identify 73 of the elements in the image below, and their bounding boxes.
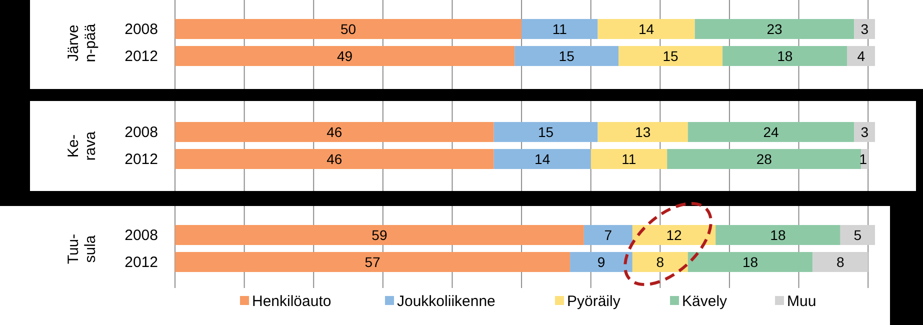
bar (688, 122, 854, 142)
data-label: 3 (860, 21, 869, 37)
y-axis-title: Ke- rava (65, 130, 99, 161)
bar (722, 46, 848, 66)
data-label: 59 (372, 227, 388, 243)
bar (175, 252, 570, 272)
data-label: 4 (857, 48, 866, 64)
data-label: 9 (597, 254, 606, 270)
data-label: 13 (635, 124, 651, 140)
legend-label: Joukkoliikenne (397, 293, 496, 310)
bar (175, 19, 522, 39)
legend-label: Henkilöauto (252, 293, 332, 310)
data-label: 18 (742, 254, 758, 270)
bar (618, 46, 723, 66)
data-label: 18 (777, 48, 793, 64)
bar (632, 225, 716, 245)
data-label: 11 (622, 151, 636, 167)
y-tick-label: 2012 (124, 254, 158, 271)
data-label: 8 (656, 254, 664, 270)
data-label: 14 (534, 151, 550, 167)
bar (632, 252, 688, 272)
legend-label: Pyöräily (567, 293, 621, 310)
y-axis-title: Tuu- sula (65, 234, 99, 264)
data-label: 24 (763, 124, 780, 140)
y-tick-label: 2008 (124, 21, 158, 38)
bar (840, 225, 875, 245)
data-label: 15 (538, 124, 554, 140)
legend-label: Kävely (682, 293, 728, 310)
data-label: 11 (552, 21, 568, 37)
y-axis-title: Järve n-pää (65, 23, 99, 62)
data-label: 3 (860, 124, 869, 140)
data-label: 7 (604, 227, 612, 243)
data-label: 46 (326, 151, 342, 167)
bar (590, 149, 668, 169)
bar (522, 19, 598, 39)
bar (175, 122, 494, 142)
bar (598, 122, 688, 142)
bar (694, 19, 854, 39)
data-label: 18 (770, 227, 786, 243)
bar (688, 252, 813, 272)
data-label: 23 (766, 21, 782, 37)
data-label: 5 (854, 227, 862, 243)
data-label: 15 (662, 48, 679, 64)
bar (494, 149, 591, 169)
data-label: 50 (340, 21, 356, 37)
y-tick-label: 2012 (124, 151, 158, 168)
bar (716, 225, 840, 245)
legend-label: Muu (787, 293, 816, 310)
data-label: 49 (337, 48, 353, 64)
bar (175, 46, 515, 66)
bar (514, 46, 619, 66)
data-label: 57 (364, 254, 381, 270)
data-label: 8 (836, 254, 844, 270)
data-label: 14 (638, 21, 654, 37)
bar (847, 46, 875, 66)
bar (175, 225, 584, 245)
data-label: 15 (558, 48, 575, 64)
data-label: 12 (666, 227, 682, 243)
data-label: 1 (859, 151, 868, 167)
bar (854, 19, 875, 39)
bar (175, 149, 494, 169)
bar (598, 19, 695, 39)
y-tick-label: 2012 (124, 48, 158, 65)
data-label: 46 (326, 124, 342, 140)
y-tick-label: 2008 (124, 124, 158, 141)
bar (854, 122, 875, 142)
bar (667, 149, 862, 169)
data-label: 28 (756, 151, 772, 167)
bar (494, 122, 598, 142)
bar (812, 252, 868, 272)
bar (570, 252, 632, 272)
bar (584, 225, 632, 245)
y-tick-label: 2008 (124, 227, 158, 244)
